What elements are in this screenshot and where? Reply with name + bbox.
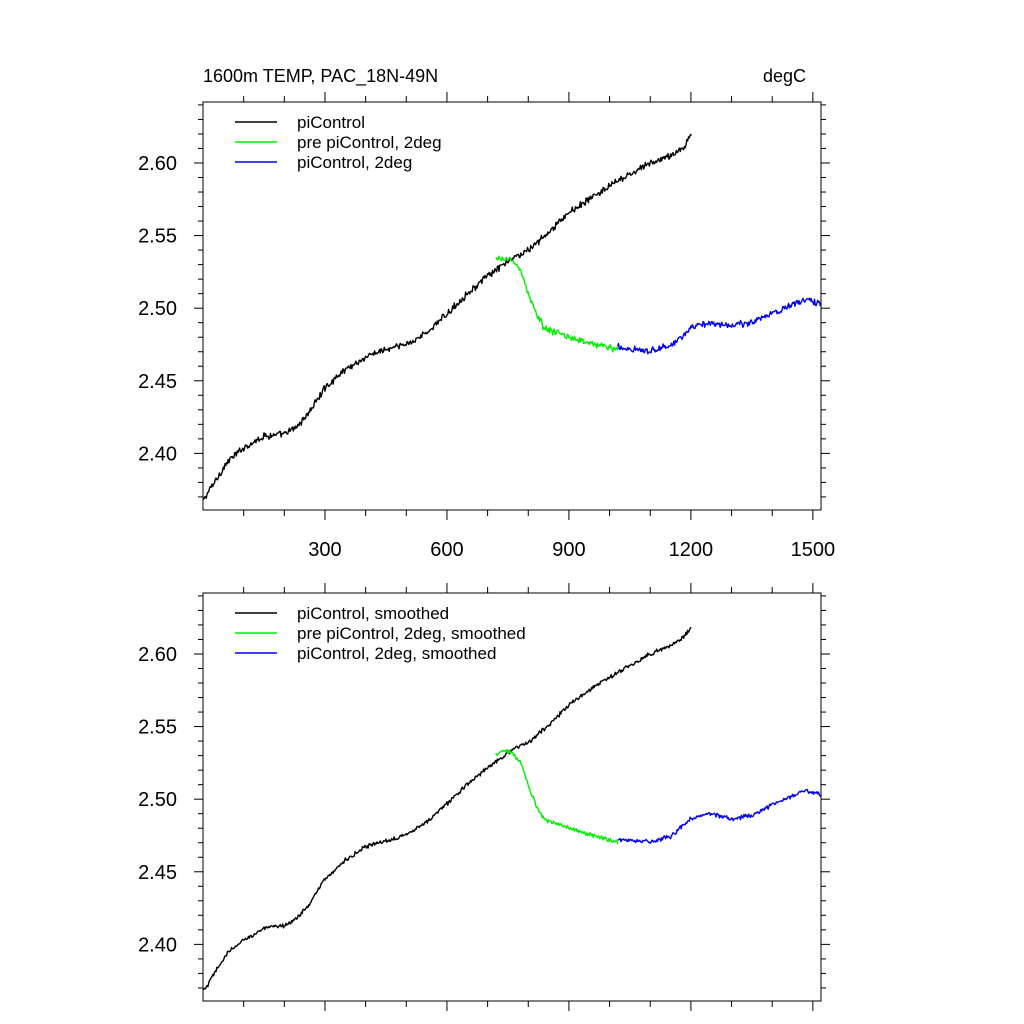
- top-series-picontrol-2deg: [617, 297, 822, 355]
- bottom-plot-frame: [202, 592, 822, 1002]
- bottom-y-tick-labels: 2.40 2.45 2.50 2.55 2.60: [138, 644, 177, 956]
- top-x-tick-label: 300: [308, 539, 341, 561]
- top-axis-ticks: [194, 92, 830, 520]
- bottom-y-tick-label: 2.60: [138, 644, 177, 666]
- top-x-tick-label: 1200: [669, 539, 714, 561]
- top-x-tick-label: 900: [552, 539, 585, 561]
- top-y-tick-label: 2.60: [138, 153, 177, 175]
- top-series-pre-picontrol-2deg: [495, 255, 619, 353]
- bottom-y-tick-label: 2.45: [138, 862, 177, 884]
- bottom-legend-label: piControl, 2deg, smoothed: [297, 644, 496, 663]
- top-y-tick-label: 2.45: [138, 371, 177, 393]
- plot-title: 1600m TEMP, PAC_18N-49N: [203, 66, 438, 87]
- top-x-tick-label: 1500: [791, 539, 836, 561]
- top-y-tick-label: 2.50: [138, 298, 177, 320]
- bottom-series-lines: [202, 626, 822, 991]
- top-legend-label: piControl: [297, 113, 365, 132]
- top-y-tick-labels: 2.40 2.45 2.50 2.55 2.60: [138, 153, 177, 465]
- bottom-y-tick-label: 2.50: [138, 789, 177, 811]
- bottom-y-tick-label: 2.55: [138, 717, 177, 739]
- bottom-series-picontrol-smoothed: [202, 626, 692, 991]
- bottom-legend-label: pre piControl, 2deg, smoothed: [297, 624, 526, 643]
- top-legend-label: piControl, 2deg: [297, 153, 412, 172]
- top-plot-frame: [202, 101, 822, 511]
- top-series-lines: [202, 133, 822, 500]
- top-x-tick-labels: 300 600 900 1200 1500: [308, 539, 835, 561]
- bottom-y-tick-label: 2.40: [138, 934, 177, 956]
- bottom-legend-label: piControl, smoothed: [297, 604, 449, 623]
- top-legend-label: pre piControl, 2deg: [297, 133, 442, 152]
- bottom-series-pre-picontrol-2deg-smoothed: [495, 748, 619, 845]
- bottom-axis-ticks: [194, 583, 830, 1011]
- top-y-tick-label: 2.40: [138, 443, 177, 465]
- units-label: degC: [763, 66, 806, 86]
- top-x-tick-label: 600: [430, 539, 463, 561]
- top-series-picontrol: [202, 133, 692, 500]
- bottom-series-picontrol-2deg-smoothed: [617, 788, 822, 844]
- top-y-tick-label: 2.55: [138, 226, 177, 248]
